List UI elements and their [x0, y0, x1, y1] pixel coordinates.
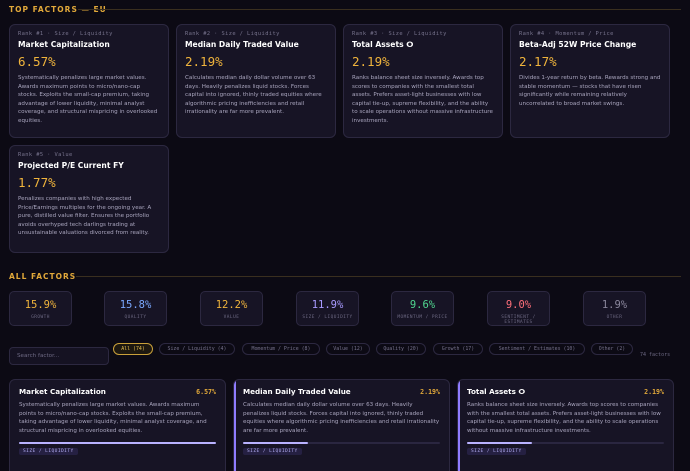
all-factors-divider	[76, 276, 681, 277]
rank-label: Rank #4 · Momentum / Price	[519, 31, 614, 37]
search-input[interactable]: Search factor...	[9, 347, 109, 365]
weight-bar	[467, 442, 664, 444]
stat-quality: 15.8% QUALITY	[104, 291, 167, 326]
stat-value: 15.9%	[24, 299, 57, 311]
stat-label: OTHER	[606, 315, 623, 320]
factor-description: Divides 1-year return by beta. Rewards s…	[519, 75, 661, 107]
factor-description: Ranks balance sheet size inversely. Awar…	[467, 402, 661, 434]
factor-weight: 6.57%	[18, 54, 56, 69]
weight-bar-fill	[243, 442, 308, 444]
factor-weight: 1.77%	[18, 175, 56, 190]
stat-value-factor: 12.2% VALUE	[200, 291, 263, 326]
top-factor-card-4[interactable]: Rank #4 · Momentum / Price Beta-Adj 52W …	[510, 24, 670, 138]
top-factor-card-5[interactable]: Rank #5 · Value Projected P/E Current FY…	[9, 145, 169, 253]
factor-name: Total Assets ⵔ	[467, 387, 526, 396]
all-factors-title: ALL FACTORS	[9, 272, 77, 281]
rank-label: Rank #5 · Value	[18, 152, 73, 158]
card-accent	[458, 380, 460, 471]
filter-chip-momentum-price[interactable]: Momentum / Price (8)	[242, 343, 320, 355]
factor-description: Ranks balance sheet size inversely. Awar…	[352, 75, 493, 124]
stat-label: QUALITY	[124, 315, 147, 320]
stat-label: SENTIMENT / ESTIMATES	[501, 315, 536, 325]
factor-name: Beta-Adj 52W Price Change	[519, 40, 637, 49]
category-tag: SIZE / LIQUIDITY	[243, 448, 302, 455]
stat-value: 1.9%	[601, 299, 628, 311]
stat-sentiment-estimates: 9.0% SENTIMENT / ESTIMATES	[487, 291, 550, 326]
factor-weight: 2.19%	[644, 388, 664, 396]
factor-name: Median Daily Traded Value	[243, 387, 351, 396]
stat-value: 15.8%	[119, 299, 152, 311]
filter-chip-sentiment-estimates[interactable]: Sentiment / Estimates (10)	[489, 343, 585, 355]
filter-chip-growth[interactable]: Growth (17)	[433, 343, 483, 355]
factor-weight: 2.19%	[185, 54, 223, 69]
top-factor-card-1[interactable]: Rank #1 · Size / Liquidity Market Capita…	[9, 24, 169, 138]
stat-label: MOMENTUM / PRICE	[397, 315, 448, 320]
factor-description: Systematically penalizes large market va…	[18, 75, 158, 124]
weight-bar	[243, 442, 440, 444]
stat-other: 1.9% OTHER	[583, 291, 646, 326]
top-factors-divider	[78, 9, 681, 10]
category-tag: SIZE / LIQUIDITY	[467, 448, 526, 455]
factor-card-1[interactable]: Market Capitalization 6.57% Systematical…	[9, 379, 226, 471]
stat-label: GROWTH	[31, 315, 50, 320]
stat-label: VALUE	[223, 315, 240, 320]
factor-weight: 2.19%	[420, 388, 440, 396]
stat-momentum-price: 9.6% MOMENTUM / PRICE	[391, 291, 454, 326]
filter-chip-value[interactable]: Value (12)	[326, 343, 370, 355]
factor-card-2[interactable]: Median Daily Traded Value 2.19% Calculat…	[233, 379, 450, 471]
factor-name: Market Capitalization	[19, 387, 106, 396]
factor-description: Calculates median daily dollar volume ov…	[185, 75, 322, 116]
factor-name: Market Capitalization	[18, 40, 110, 49]
top-factor-card-3[interactable]: Rank #3 · Size / Liquidity Total Assets …	[343, 24, 503, 138]
rank-label: Rank #1 · Size / Liquidity	[18, 31, 113, 37]
category-tag: SIZE / LIQUIDITY	[19, 448, 78, 455]
factor-name: Projected P/E Current FY	[18, 161, 124, 170]
factor-name: Total Assets ⵔ	[352, 40, 414, 49]
rank-label: Rank #3 · Size / Liquidity	[352, 31, 447, 37]
factor-weight: 2.17%	[519, 54, 557, 69]
card-accent	[234, 380, 236, 471]
factor-description: Systematically penalizes large market va…	[19, 402, 207, 434]
factor-weight: 6.57%	[196, 388, 216, 396]
top-factor-card-2[interactable]: Rank #2 · Size / Liquidity Median Daily …	[176, 24, 336, 138]
filter-chip-other[interactable]: Other (2)	[591, 343, 633, 355]
stat-value: 12.2%	[215, 299, 248, 311]
stat-label: SIZE / LIQUIDITY	[302, 315, 353, 320]
weight-bar	[19, 442, 216, 444]
stat-growth: 15.9% GROWTH	[9, 291, 72, 326]
filter-chip-quality[interactable]: Quality (20)	[376, 343, 426, 355]
factor-weight: 2.19%	[352, 54, 390, 69]
rank-label: Rank #2 · Size / Liquidity	[185, 31, 280, 37]
stat-value: 11.9%	[311, 299, 344, 311]
factor-description: Calculates median daily dollar volume ov…	[243, 402, 440, 434]
stat-value: 9.0%	[505, 299, 532, 311]
weight-bar-fill	[19, 442, 216, 444]
factor-card-3[interactable]: Total Assets ⵔ 2.19% Ranks balance sheet…	[457, 379, 674, 471]
factor-description: Penalizes companies with high expected P…	[18, 196, 152, 237]
filter-chip-size-liquidity[interactable]: Size / Liquidity (4)	[159, 343, 235, 355]
factor-count: 74 factors	[640, 352, 671, 358]
factor-name: Median Daily Traded Value	[185, 40, 299, 49]
weight-bar-fill	[467, 442, 532, 444]
filter-chip-all[interactable]: All (74)	[113, 343, 153, 355]
stat-value: 9.6%	[409, 299, 436, 311]
stat-size-liquidity: 11.9% SIZE / LIQUIDITY	[296, 291, 359, 326]
top-factors-title: TOP FACTORS — EU	[9, 5, 107, 14]
